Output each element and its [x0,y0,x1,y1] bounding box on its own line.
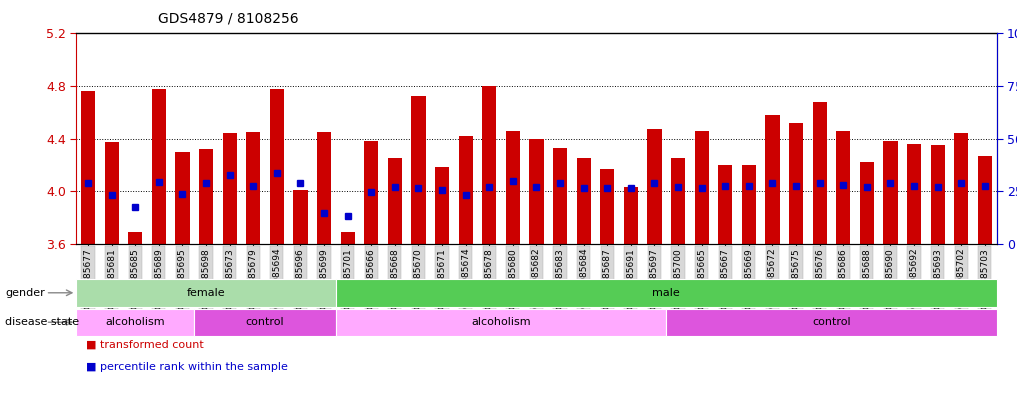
Text: control: control [813,317,851,327]
Bar [695,130,709,244]
Bar [836,130,850,244]
Bar [336,309,666,336]
Bar [530,138,543,244]
Text: female: female [187,288,226,298]
Bar [741,165,756,244]
Bar [223,133,237,244]
Bar [175,152,189,244]
Text: alcoholism: alcoholism [106,317,165,327]
Bar [482,86,496,244]
Text: GDS4879 / 8108256: GDS4879 / 8108256 [158,11,298,26]
Bar [954,133,968,244]
Text: control: control [246,317,285,327]
Bar [623,187,638,244]
Bar [435,167,450,244]
Bar [718,165,732,244]
Bar [789,123,803,244]
Text: gender: gender [5,288,45,298]
Bar [270,88,284,244]
Bar [336,279,997,307]
Bar [199,149,214,244]
Bar [671,158,685,244]
Bar [293,190,307,244]
Bar [128,232,142,244]
Text: ■ transformed count: ■ transformed count [86,340,204,350]
Bar [648,129,661,244]
Bar [859,162,874,244]
Bar [459,136,473,244]
Bar [412,96,425,244]
Bar [152,88,166,244]
Bar [977,156,992,244]
Bar [505,130,520,244]
Bar [666,309,997,336]
Bar [931,145,945,244]
Bar [600,169,614,244]
Text: alcoholism: alcoholism [471,317,531,327]
Bar [76,279,336,307]
Bar [884,141,898,244]
Text: disease state: disease state [5,317,79,327]
Bar [813,102,827,244]
Bar [364,141,378,244]
Bar [317,132,332,244]
Text: ■ percentile rank within the sample: ■ percentile rank within the sample [86,362,289,371]
Bar [81,91,96,244]
Bar [341,232,355,244]
Bar [194,309,336,336]
Bar [246,132,260,244]
Bar [76,309,194,336]
Bar [907,144,921,244]
Bar [766,115,780,244]
Bar [577,158,591,244]
Text: male: male [652,288,680,298]
Bar [387,158,402,244]
Bar [105,143,119,244]
Bar [553,148,567,244]
